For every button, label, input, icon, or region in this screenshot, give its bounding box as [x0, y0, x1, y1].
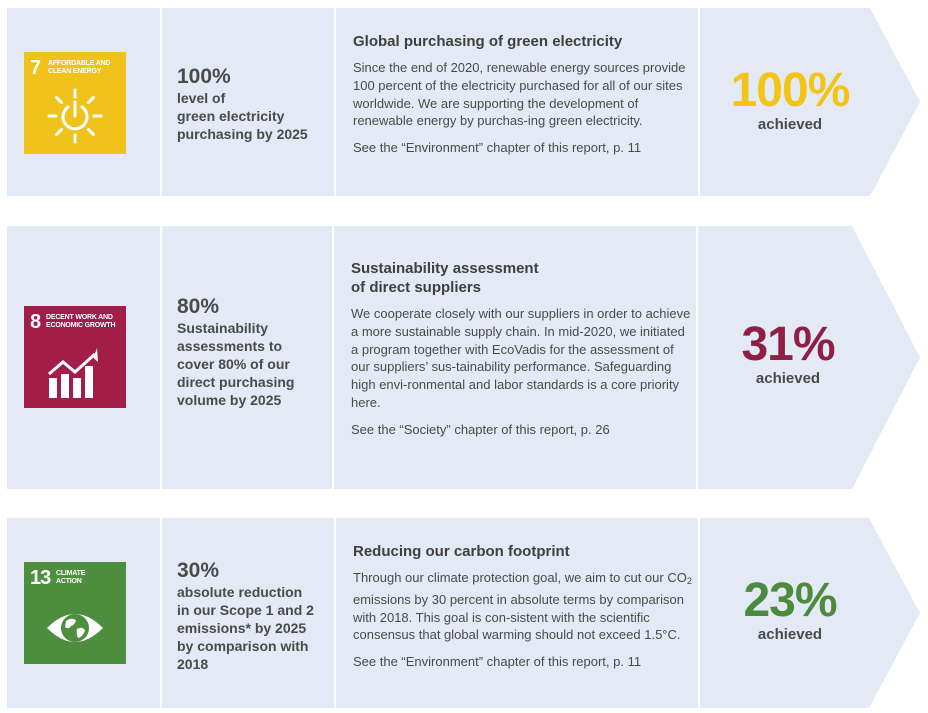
row-background — [7, 8, 920, 196]
achieved-percent: 31% — [741, 318, 835, 371]
achievement-status: 100% achieved — [700, 66, 880, 134]
achievement-status: 31% achieved — [698, 320, 878, 388]
goal-row-carbon: 13 CLIMATE ACTION 30% absolute reduction… — [7, 518, 922, 708]
goal-statement: 30% absolute reduction in our Scope 1 an… — [177, 558, 330, 673]
achieved-label: achieved — [755, 370, 821, 387]
row-heading: Reducing our carbon footprint — [353, 543, 570, 560]
sun-power-icon — [47, 88, 103, 144]
chapter-reference: See the “Environment” chapter of this re… — [353, 140, 642, 156]
row-background — [7, 226, 920, 489]
sdg-title: AFFORDABLE AND CLEAN ENERGY — [48, 60, 111, 75]
chapter-reference: See the “Society” chapter of this report… — [351, 421, 610, 437]
growth-chart-icon — [48, 348, 98, 398]
goal-statement: 100% level of green electricity purchasi… — [177, 64, 330, 143]
co2-subscript: 2 — [686, 576, 692, 586]
row-description: Through our climate protection goal, we … — [353, 569, 694, 644]
sdg-title: DECENT WORK AND ECONOMIC GROWTH — [46, 314, 116, 329]
sdg-7-tile: 7 AFFORDABLE AND CLEAN ENERGY — [24, 52, 126, 154]
goal-text: absolute reduction in our Scope 1 and 2 … — [177, 584, 314, 672]
goal-row-energy: 7 AFFORDABLE AND CLEAN ENERGY — [7, 8, 922, 196]
sdg-number: 7 — [30, 57, 41, 79]
sdg-number: 13 — [30, 567, 51, 589]
achieved-percent: 23% — [743, 574, 837, 627]
row-heading: Sustainability assessment of direct supp… — [351, 260, 539, 296]
sdg-13-tile: 13 CLIMATE ACTION — [24, 562, 126, 664]
description-end: emissions by 30 percent in absolute term… — [353, 591, 684, 643]
description-start: Through our climate protection goal, we … — [353, 570, 687, 585]
row-background — [7, 518, 920, 708]
row-description: We cooperate closely with our suppliers … — [351, 306, 691, 410]
achievement-status: 23% achieved — [700, 576, 880, 644]
achieved-percent: 100% — [730, 64, 851, 117]
earth-eye-icon — [47, 614, 103, 642]
goal-row-suppliers: 8 DECENT WORK AND ECONOMIC GROWTH 80% Su… — [7, 226, 922, 489]
goal-statement: 80% Sustainability assessments to cover … — [177, 294, 330, 409]
achieved-label: achieved — [757, 116, 823, 133]
goal-percent: 80% — [177, 295, 220, 318]
row-heading: Global purchasing of green electricity — [353, 33, 623, 50]
row-description: Since the end of 2020, renewable energy … — [353, 60, 686, 129]
achieved-label: achieved — [757, 626, 823, 643]
goal-text: Sustainability assessments to cover 80% … — [177, 320, 295, 408]
goal-percent: 100% — [177, 65, 231, 88]
chapter-reference: See the “Environment” chapter of this re… — [353, 654, 642, 670]
sdg-title: CLIMATE ACTION — [56, 570, 86, 585]
goal-text: level of green electricity purchasing by… — [177, 90, 308, 142]
goal-percent: 30% — [177, 559, 220, 582]
sdg-8-tile: 8 DECENT WORK AND ECONOMIC GROWTH — [24, 306, 126, 408]
sdg-number: 8 — [30, 311, 41, 333]
